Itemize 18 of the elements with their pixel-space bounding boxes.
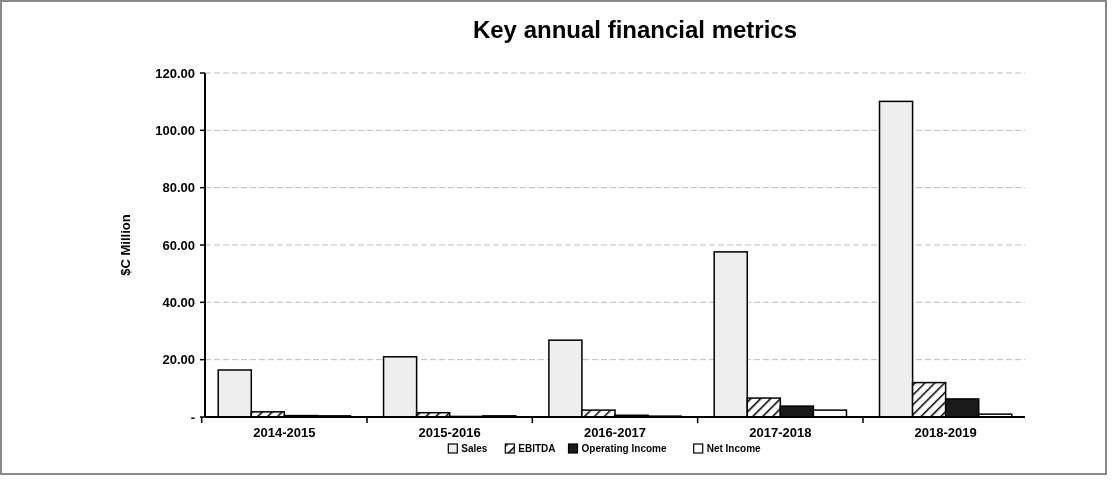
y-tick-label: 80.00 <box>162 180 195 196</box>
x-tick-label: 2018-2019 <box>914 425 977 440</box>
chart-title: Key annual financial metrics <box>472 16 798 43</box>
legend-label: EBITDA <box>518 443 556 454</box>
legend-label: Sales <box>461 443 488 454</box>
legend-label: Net Income <box>706 443 762 454</box>
x-tick-label: 2014-2015 <box>253 425 316 440</box>
y-tick-label: 40.00 <box>162 294 195 310</box>
y-tick-label: 60.00 <box>162 237 195 253</box>
y-tick-label: - <box>190 409 195 425</box>
y-tick-label: 20.00 <box>162 352 195 368</box>
y-axis-title: $C Million <box>118 214 133 276</box>
y-tick-label: 100.00 <box>155 122 195 138</box>
y-tick-label: 120.00 <box>155 65 195 81</box>
x-tick-label: 2016-2017 <box>583 425 647 440</box>
x-tick-label: 2017-2018 <box>749 425 812 440</box>
legend-label: Operating Income <box>581 443 667 454</box>
x-tick-label: 2015-2016 <box>418 425 481 440</box>
